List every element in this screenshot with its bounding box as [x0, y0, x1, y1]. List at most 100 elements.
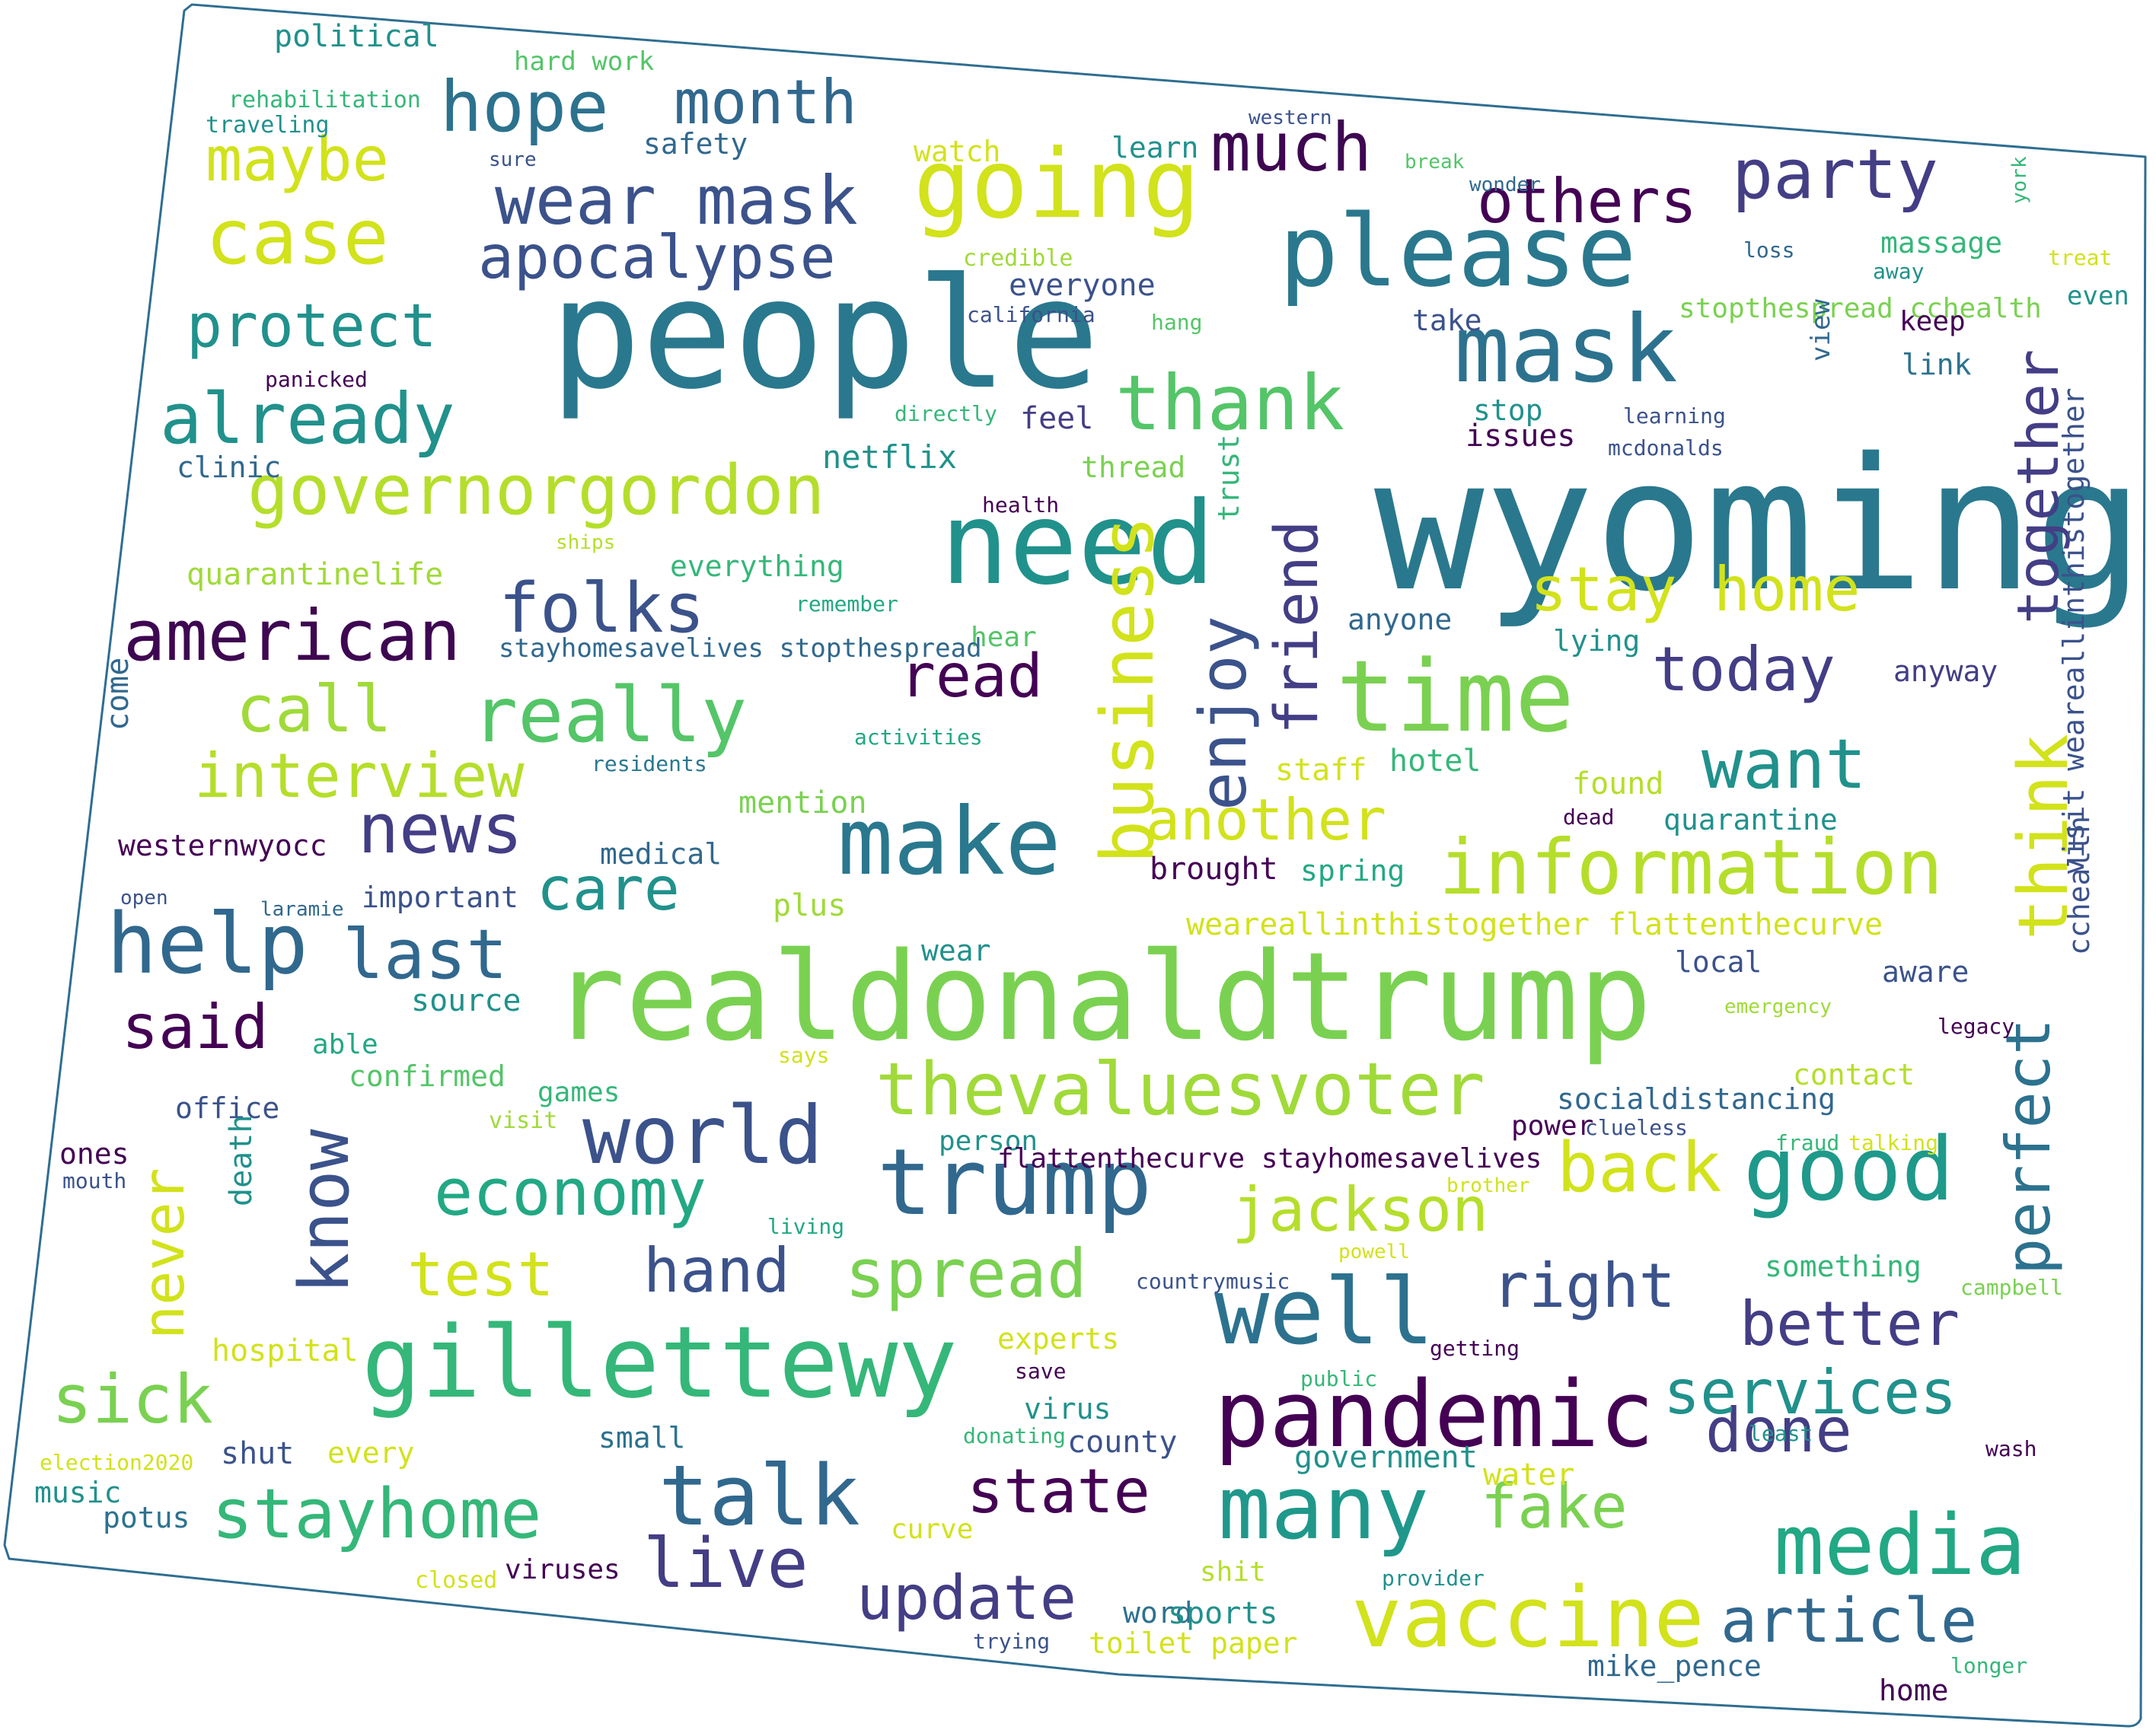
word-read: read: [900, 642, 1043, 711]
word-wear-mask: wear mask: [495, 161, 858, 240]
word-brother: brother: [1446, 1174, 1530, 1197]
word-closed: closed: [415, 1567, 498, 1594]
word-able: able: [312, 1029, 378, 1060]
word-person: person: [939, 1126, 1038, 1157]
word-never: never: [130, 1168, 197, 1340]
word-test: test: [407, 1239, 554, 1310]
word-flattenthecurve-stayhomesavelives: flattenthecurve stayhomesavelives: [997, 1143, 1542, 1174]
word-spread: spread: [845, 1235, 1087, 1313]
word-virus: virus: [1024, 1392, 1111, 1426]
word-visit: visit: [489, 1107, 558, 1134]
word-wonder: wonder: [1469, 174, 1541, 196]
word-experts: experts: [997, 1322, 1120, 1356]
word-learn: learn: [1111, 131, 1199, 164]
word-talking: talking: [1848, 1130, 1939, 1155]
word-provider: provider: [1382, 1566, 1485, 1591]
word-help: help: [107, 895, 308, 992]
word-shit: shit: [1200, 1556, 1266, 1588]
word-donating: donating: [963, 1423, 1066, 1448]
word-sure: sure: [489, 148, 537, 171]
word-california: california: [967, 302, 1096, 327]
word-york: york: [2008, 156, 2031, 204]
word-mention: mention: [738, 785, 867, 820]
word-going: going: [914, 129, 1201, 240]
word-thank: thank: [1115, 358, 1345, 448]
word-call: call: [236, 672, 392, 747]
word-ones: ones: [59, 1137, 129, 1171]
word-governorgordon: governorgordon: [247, 451, 825, 530]
word-services: services: [1663, 1357, 1957, 1428]
word-activities: activities: [854, 725, 983, 750]
word-rehabilitation: rehabilitation: [228, 87, 421, 113]
word-save: save: [1015, 1359, 1067, 1384]
word-source: source: [411, 983, 521, 1018]
word-potus: potus: [103, 1501, 190, 1534]
word-anyone: anyone: [1348, 603, 1453, 636]
word-visit-weareallinthistogether: visit weareallinthistogether: [2057, 387, 2091, 875]
word-longer: longer: [1950, 1653, 2028, 1678]
word-stayhome: stayhome: [212, 1474, 542, 1554]
word-power: power: [1511, 1110, 1594, 1142]
word-something: something: [1765, 1250, 1922, 1283]
word-party: party: [1732, 135, 1938, 215]
word-safety: safety: [643, 127, 748, 161]
word-water: water: [1483, 1458, 1575, 1493]
word-getting: getting: [1430, 1336, 1520, 1361]
word-westernwyocc: westernwyocc: [118, 829, 327, 862]
word-loss: loss: [1743, 237, 1795, 263]
word-people: people: [550, 246, 1100, 423]
word-countrymusic: countrymusic: [1136, 1269, 1290, 1294]
word-wear: wear: [921, 934, 991, 967]
word-come: come: [100, 657, 136, 731]
word-sports: sports: [1168, 1596, 1278, 1631]
word-weareallinthistogether-flattenthecurve: weareallinthistogether flattenthecurve: [1186, 907, 1883, 942]
word-time: time: [1336, 639, 1575, 754]
word-realdonaldtrump: realdonaldtrump: [552, 926, 1652, 1068]
word-wash: wash: [1985, 1436, 2037, 1461]
word-live: live: [643, 1524, 808, 1604]
word-anyway: anyway: [1893, 655, 1998, 688]
word-keep: keep: [1899, 306, 1966, 337]
word-update: update: [856, 1563, 1076, 1633]
word-stop: stop: [1473, 393, 1543, 427]
word-make: make: [837, 788, 1061, 896]
word-cchealth: cchealth: [2062, 815, 2096, 955]
word-small: small: [598, 1421, 686, 1454]
word-lying: lying: [1553, 624, 1641, 658]
word-already: already: [160, 378, 455, 460]
word-perfect: perfect: [1993, 1018, 2064, 1275]
word-feel: feel: [1020, 401, 1094, 436]
word-open: open: [120, 887, 168, 910]
word-said: said: [122, 992, 269, 1063]
word-panicked: panicked: [265, 367, 368, 392]
word-hang: hang: [1151, 310, 1203, 335]
word-american: american: [123, 595, 461, 677]
word-sick: sick: [52, 1360, 213, 1438]
word-remember: remember: [796, 591, 898, 616]
word-political: political: [274, 19, 439, 54]
word-last: last: [343, 915, 508, 995]
word-laramie: laramie: [260, 898, 344, 921]
word-jackson: jackson: [1232, 1174, 1489, 1245]
word-mask: mask: [1454, 295, 1678, 403]
word-western: western: [1249, 107, 1332, 129]
word-many: many: [1218, 1458, 1429, 1560]
word-trying: trying: [973, 1629, 1051, 1654]
word-done: done: [1705, 1395, 1852, 1466]
word-enjoy: enjoy: [1186, 616, 1261, 811]
word-county: county: [1067, 1425, 1178, 1460]
word-media: media: [1774, 1496, 2027, 1594]
word-maybe: maybe: [206, 124, 389, 195]
word-credible: credible: [963, 245, 1073, 272]
word-back: back: [1557, 1128, 1722, 1208]
word-says: says: [778, 1043, 830, 1068]
word-protect: protect: [187, 292, 437, 361]
word-trump: trump: [877, 1130, 1153, 1236]
word-wyoming: wyoming: [1374, 419, 2145, 632]
word-plus: plus: [773, 888, 847, 923]
word-mcdonalds: mcdonalds: [1608, 435, 1724, 460]
word-legacy: legacy: [1938, 1014, 2015, 1039]
word-death: death: [224, 1114, 259, 1206]
word-good: good: [1743, 1119, 1954, 1221]
word-hard-work: hard work: [514, 46, 655, 77]
